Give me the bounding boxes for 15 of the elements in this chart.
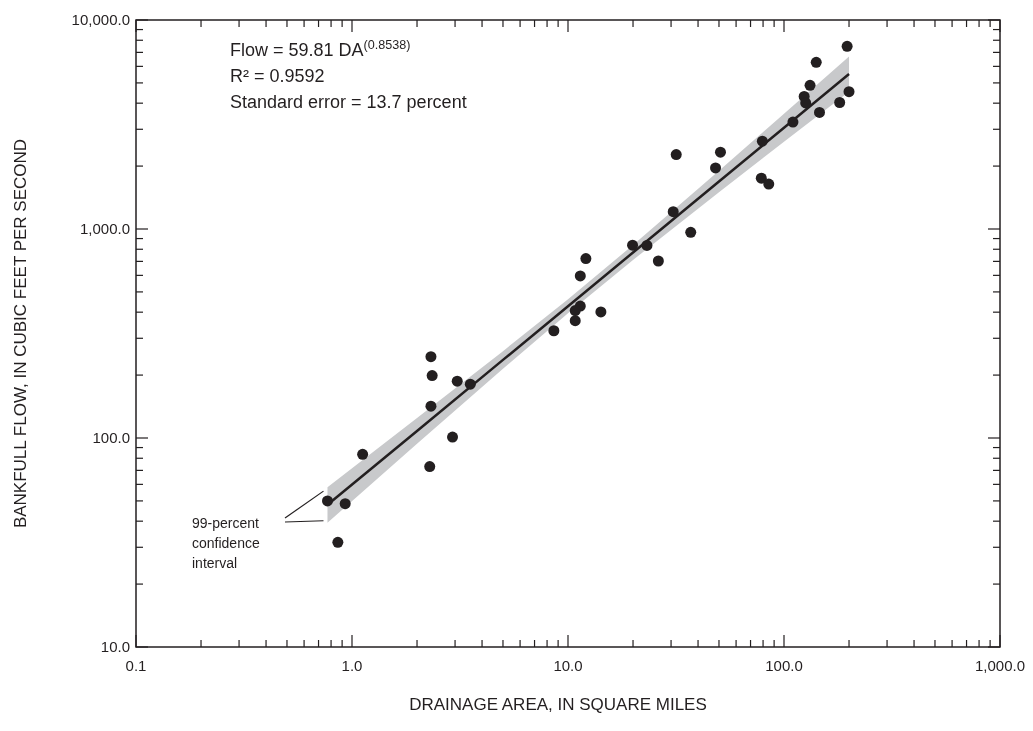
y-tick-label: 1,000.0 — [79, 220, 130, 237]
annotation: 99-percent confidence interval — [192, 515, 260, 571]
y-tick-label: 10,000.0 — [71, 11, 130, 28]
y-tick-label: 100.0 — [92, 429, 130, 446]
x-tick-label: 10.0 — [553, 657, 583, 674]
y-tick-label: 10.0 — [100, 638, 130, 655]
y-axis-title: BANKFULL FLOW, IN CUBIC FEET PER SECOND — [11, 138, 30, 529]
x-tick-label: 100.0 — [765, 657, 803, 674]
x-axis-title: DRAINAGE AREA, IN SQUARE MILES — [409, 695, 707, 714]
annotation: Flow = 59.81 DA$^{(0.8538)}$ — [230, 38, 411, 60]
annotation: R² = 0.9592 — [230, 66, 325, 86]
x-tick-label: 1,000.0 — [974, 657, 1026, 674]
x-tick-label: 0.1 — [125, 657, 147, 674]
annotation: Standard error = 13.7 percent — [230, 92, 467, 112]
x-tick-label: 1.0 — [341, 657, 363, 674]
